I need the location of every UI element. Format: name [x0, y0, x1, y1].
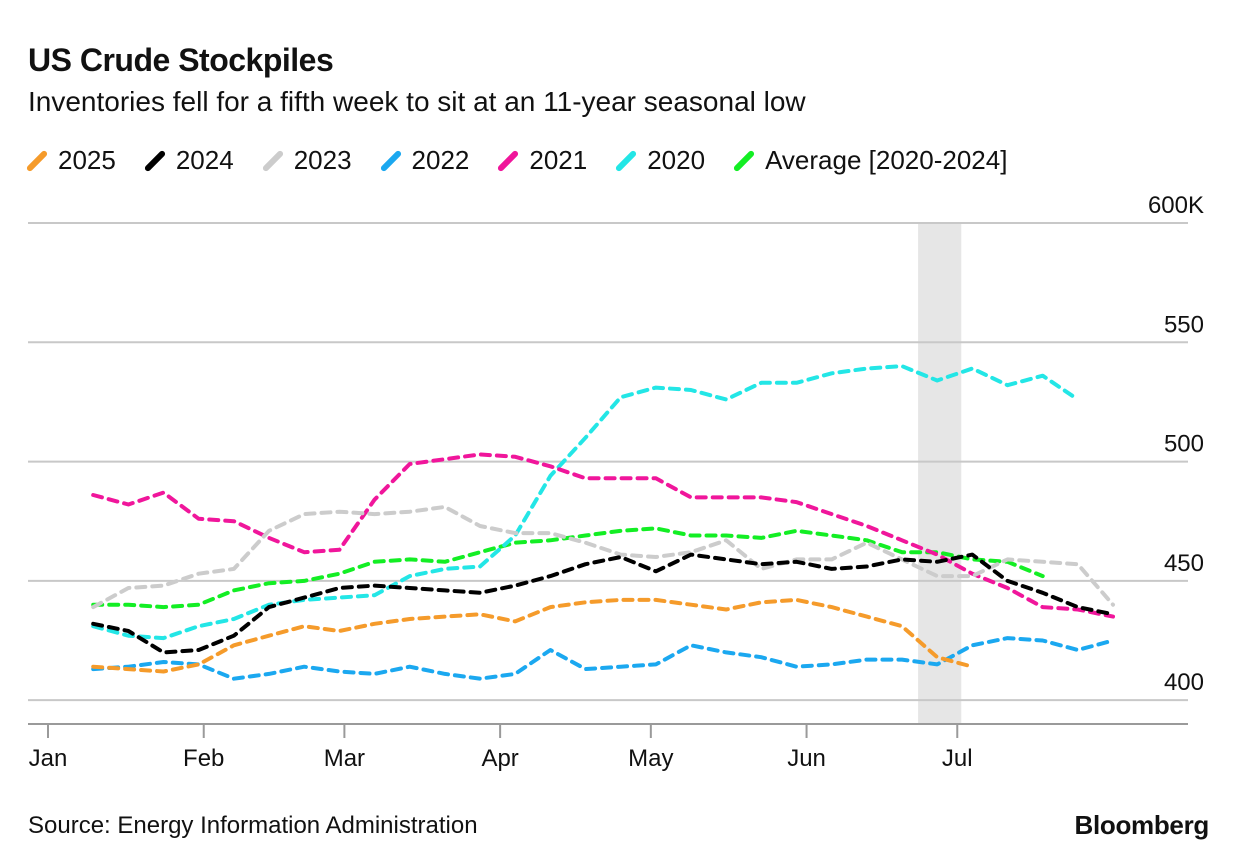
- legend-label: 2024: [175, 145, 234, 175]
- series-line-2023: [91, 504, 1115, 610]
- series-line-2022: [91, 636, 1115, 681]
- x-tick-label: Apr: [481, 745, 518, 772]
- y-tick-label: 600K: [1148, 192, 1204, 219]
- x-tick-label: Jul: [942, 745, 973, 772]
- legend-label: Average [2020-2024]: [765, 145, 1008, 175]
- legend-item: 2020: [614, 145, 706, 176]
- legend-label: 2025: [58, 145, 116, 175]
- series-line-2020: [91, 364, 1080, 641]
- x-tick-label: Jun: [787, 745, 826, 772]
- legend-label: 2022: [411, 145, 470, 175]
- legend-label: 2021: [529, 145, 588, 175]
- x-tick-label: Jan: [29, 745, 68, 772]
- chart-title: US Crude Stockpiles: [28, 42, 334, 78]
- legend-item: 2022: [379, 145, 470, 176]
- y-tick-label: 550: [1164, 311, 1204, 338]
- y-tick-label: 450: [1164, 550, 1204, 577]
- source-note: Source: Energy Information Administratio…: [28, 812, 478, 839]
- y-tick-label: 500: [1164, 431, 1204, 458]
- legend-label: 2020: [647, 145, 706, 175]
- legend-item: 2024: [143, 145, 234, 176]
- legend-label: 2023: [293, 145, 352, 175]
- legend-item: 2021: [497, 145, 588, 176]
- series-line-2025: [91, 597, 975, 674]
- series-line-2024: [91, 552, 1115, 655]
- legend-item: 2025: [25, 145, 116, 176]
- legend-item: Average [2020-2024]: [732, 145, 1008, 176]
- legend-item: 2023: [261, 145, 352, 176]
- x-tick-label: May: [628, 745, 673, 772]
- series-line-average-2020-2024: [91, 526, 1045, 610]
- brand-logo-text: Bloomberg: [1074, 810, 1209, 840]
- y-tick-label: 400: [1164, 669, 1204, 696]
- chart-legend: 2025 2024 2023 2022 2021 2020 Average [2020-20…: [25, 145, 1037, 176]
- chart-subtitle: Inventories fell for a fifth week to sit…: [28, 86, 806, 117]
- x-tick-label: Feb: [183, 745, 224, 772]
- x-tick-label: Mar: [324, 745, 365, 772]
- highlight-band: [918, 223, 962, 724]
